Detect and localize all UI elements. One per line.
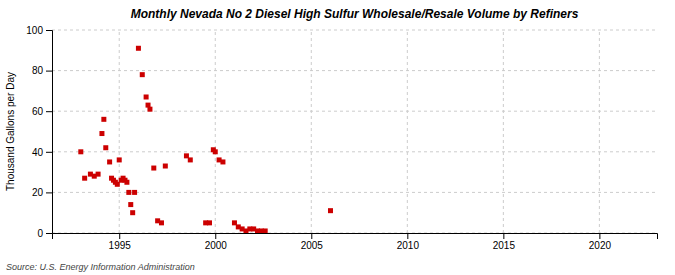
y-tick-mark — [46, 30, 52, 31]
point — [78, 149, 83, 154]
y-tick-mark — [46, 152, 52, 153]
points — [78, 46, 333, 233]
point — [151, 166, 156, 171]
point — [144, 94, 149, 99]
y-tick: 80 — [32, 65, 52, 76]
x-tick-mark — [407, 233, 408, 239]
x-grid-line — [599, 30, 600, 233]
point — [132, 190, 137, 195]
x-tick-label: 2015 — [493, 240, 516, 251]
y-tick-mark — [46, 111, 52, 112]
y-grid-line — [52, 30, 657, 31]
x-tick-label: 1995 — [109, 240, 132, 251]
point — [101, 117, 106, 122]
y-tick-label: 80 — [32, 65, 44, 76]
y-tick-mark — [46, 71, 52, 72]
x-tick: 2020 — [589, 233, 612, 251]
y-axis-line — [46, 31, 53, 234]
point — [96, 172, 101, 177]
y-axis-title: Thousand Gallons per Day — [5, 72, 16, 191]
y-tick-label: 100 — [26, 25, 43, 36]
x-tick-mark — [599, 233, 600, 239]
y-grid-line — [52, 111, 657, 112]
x-tick-mark — [503, 233, 504, 239]
x-tick-label: 2005 — [301, 240, 324, 251]
x-axis: 1995 2000 2005 2010 2015 2020 — [53, 233, 658, 251]
point — [103, 145, 108, 150]
point — [220, 159, 225, 164]
point — [136, 46, 141, 51]
point — [163, 164, 168, 169]
x-grid-line — [407, 30, 408, 233]
x-tick: 2015 — [493, 233, 516, 251]
y-tick-mark — [46, 233, 52, 234]
y-tick-label: 0 — [37, 228, 43, 239]
x-tick-mark — [119, 233, 120, 239]
x-tick-mark — [311, 233, 312, 239]
grid — [52, 30, 657, 233]
x-axis-line — [53, 234, 658, 240]
chart: 1995 2000 2005 2010 2015 2020 0 20 40 60 80 100 Mont… — [0, 0, 675, 275]
point — [117, 157, 122, 162]
y-axis: 0 20 40 60 80 100 — [26, 25, 52, 239]
point — [107, 159, 112, 164]
point — [328, 208, 333, 213]
point — [99, 131, 104, 136]
x-grid-line — [119, 30, 120, 233]
x-tick-label: 2000 — [205, 240, 228, 251]
x-grid-line — [503, 30, 504, 233]
point — [188, 157, 193, 162]
y-grid-line — [52, 151, 657, 152]
y-tick-mark — [46, 192, 52, 193]
point — [140, 72, 145, 77]
point — [207, 220, 212, 225]
point — [130, 210, 135, 215]
point — [82, 176, 87, 181]
y-tick: 100 — [26, 25, 52, 36]
title: Monthly Nevada No 2 Diesel High Sulfur W… — [131, 7, 579, 21]
x-tick: 2000 — [205, 233, 228, 251]
point — [147, 107, 152, 112]
y-tick: 20 — [32, 187, 52, 198]
point — [263, 228, 268, 233]
x-grid-line — [311, 30, 312, 233]
y-tick-label: 20 — [32, 187, 44, 198]
point — [124, 180, 129, 185]
y-tick-label: 40 — [32, 147, 44, 158]
point — [159, 220, 164, 225]
point — [126, 190, 131, 195]
y-tick-label: 60 — [32, 106, 44, 117]
x-tick-label: 2020 — [589, 240, 612, 251]
annotation: Source: U.S. Energy Information Administ… — [6, 262, 195, 272]
point — [213, 149, 218, 154]
y-tick: 60 — [32, 106, 52, 117]
x-tick: 2010 — [397, 233, 420, 251]
y-tick: 40 — [32, 147, 52, 158]
x-tick-mark — [215, 233, 216, 239]
x-tick-label: 2010 — [397, 240, 420, 251]
y-grid-line — [52, 70, 657, 71]
x-tick: 2005 — [301, 233, 324, 251]
point — [128, 202, 133, 207]
x-tick: 1995 — [109, 233, 132, 251]
y-tick: 0 — [37, 228, 52, 239]
y-grid-line — [52, 192, 657, 193]
x-grid-line — [215, 30, 216, 233]
